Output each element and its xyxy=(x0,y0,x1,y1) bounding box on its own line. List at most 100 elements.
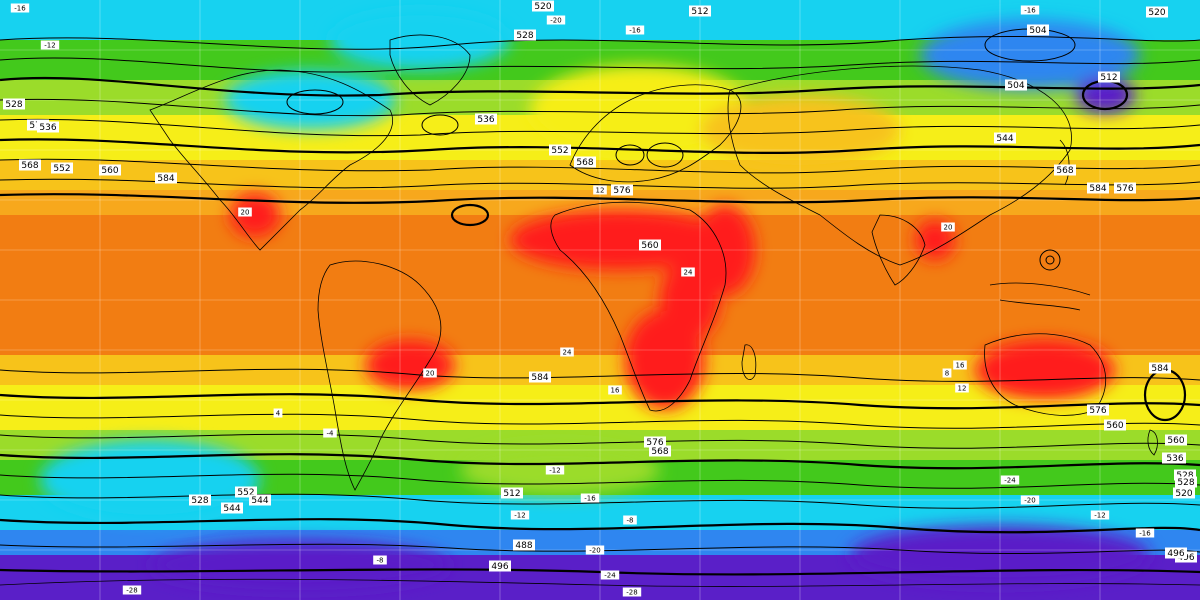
low-center-na xyxy=(286,89,344,115)
high-center-pacific xyxy=(450,203,490,227)
height-label-7-bg xyxy=(1087,182,1109,194)
warm-blob-europe xyxy=(530,65,750,155)
temperature-label-24-bg xyxy=(622,587,642,597)
temperature-label-17: 4 xyxy=(276,410,281,418)
temperature-label-10-bg xyxy=(608,385,622,395)
temperature-label-16: 8 xyxy=(945,370,949,378)
temperature-label-28: -16 xyxy=(1139,530,1151,538)
hot-blob-australia xyxy=(975,340,1115,400)
cold-blob-na xyxy=(225,70,395,130)
height-label-32-bg xyxy=(1005,79,1027,91)
height-label-15-bg xyxy=(1174,469,1196,481)
height-label-4-bg xyxy=(549,144,571,156)
height-label-18-bg xyxy=(1087,404,1109,416)
height-label-3-bg xyxy=(475,113,497,125)
height-label-12-bg xyxy=(513,539,535,551)
height-label-43: 496 xyxy=(491,562,508,572)
height-label-20: 576 xyxy=(646,438,663,448)
temperature-label-6: -8 xyxy=(627,517,634,525)
height-label-25: 560 xyxy=(1106,421,1123,431)
height-label-21: 568 xyxy=(651,447,668,457)
temperature-label-15-bg xyxy=(955,383,969,393)
temperature-label-23-bg xyxy=(600,570,620,580)
height-label-8: 560 xyxy=(641,241,658,251)
height-label-30: 520 xyxy=(1175,489,1192,499)
coast-japan xyxy=(1059,139,1070,186)
low-center-atlantic xyxy=(421,114,459,136)
height-label-14-bg xyxy=(1146,6,1168,18)
coast-antarctica xyxy=(0,578,1200,587)
height-label-38-bg xyxy=(3,98,25,110)
height-label-41-bg xyxy=(189,494,211,506)
height-label-42: 536 xyxy=(39,123,56,133)
height-label-29: 528 xyxy=(1177,478,1194,488)
coast-africa xyxy=(550,201,727,412)
height-label-25-bg xyxy=(1104,419,1126,431)
temperature-label-26-bg xyxy=(1020,495,1040,505)
temperature-label-13: 16 xyxy=(956,362,965,370)
temperature-label-5-bg xyxy=(545,465,565,475)
warm-blob-asia xyxy=(700,95,900,165)
height-label-31-bg xyxy=(1098,71,1120,83)
height-label-6: 576 xyxy=(613,186,630,196)
coast-india xyxy=(871,214,926,286)
height-label-22: 584 xyxy=(1151,364,1168,374)
height-label-9: 544 xyxy=(996,134,1013,144)
height-label-19: 584 xyxy=(531,373,548,383)
coast-europe xyxy=(569,84,742,183)
hot-blob-mexico xyxy=(230,193,280,237)
height-label-28: 536 xyxy=(1166,454,1183,464)
height-label-42-bg xyxy=(37,121,59,133)
height-label-10-bg xyxy=(1027,24,1049,36)
cold-blob-greenland xyxy=(330,10,510,70)
temperature-label-10: 16 xyxy=(611,387,620,395)
temperature-label-27-bg xyxy=(1090,510,1110,520)
temperature-label-11-bg xyxy=(560,347,574,357)
temperature-label-18-bg xyxy=(323,428,337,438)
cool-blob-antarctic-west xyxy=(150,540,450,590)
temperature-label-13-bg xyxy=(953,360,967,370)
coast-new-zealand xyxy=(1147,429,1158,456)
typhoon-center xyxy=(1039,249,1061,271)
height-label-39-bg xyxy=(51,162,73,174)
temperature-label-1-bg xyxy=(40,40,60,50)
height-label-8-bg xyxy=(639,239,661,251)
height-label-17: 560 xyxy=(1167,436,1184,446)
height-label-1: 512 xyxy=(691,7,708,17)
temperature-label-0: -16 xyxy=(14,5,26,13)
temperature-label-4: -16 xyxy=(629,27,641,35)
height-label-17-bg xyxy=(1165,434,1187,446)
temperature-label-23: -24 xyxy=(604,572,616,580)
temperature-label-4-bg xyxy=(625,25,645,35)
height-label-18: 576 xyxy=(1089,406,1106,416)
temperature-label-0-bg xyxy=(10,3,30,13)
temperature-label-25-bg xyxy=(1000,475,1020,485)
contour-labels: 5205125285365525685765845605445044964885… xyxy=(3,0,1197,597)
height-label-29-bg xyxy=(1175,476,1197,488)
temperature-label-8-bg xyxy=(238,207,252,217)
temperature-label-7-bg xyxy=(593,185,607,195)
temperature-label-16-bg xyxy=(942,368,952,378)
coast-south-america xyxy=(317,260,442,491)
height-label-32: 504 xyxy=(1007,81,1024,91)
height-label-34-bg xyxy=(155,172,177,184)
coast-greenland xyxy=(389,34,471,106)
height-label-9-bg xyxy=(994,132,1016,144)
temperature-label-8: 20 xyxy=(241,209,250,217)
height-label-15: 528 xyxy=(1176,471,1193,481)
temperature-label-20-bg xyxy=(510,510,530,520)
temperature-label-2-bg xyxy=(1020,5,1040,15)
height-label-22-bg xyxy=(1149,362,1171,374)
temperature-label-9: 24 xyxy=(684,269,693,277)
height-label-34: 584 xyxy=(157,174,174,184)
height-label-13: 512 xyxy=(503,489,520,499)
coast-madagascar xyxy=(741,344,757,380)
height-label-23: 576 xyxy=(1116,184,1133,194)
height-label-40: 544 xyxy=(223,504,240,514)
height-label-5-bg xyxy=(574,156,596,168)
height-label-14: 520 xyxy=(1148,8,1165,18)
low-center-russia xyxy=(646,142,684,168)
coast-north-america xyxy=(149,69,393,251)
height-label-33-bg xyxy=(1165,547,1187,559)
